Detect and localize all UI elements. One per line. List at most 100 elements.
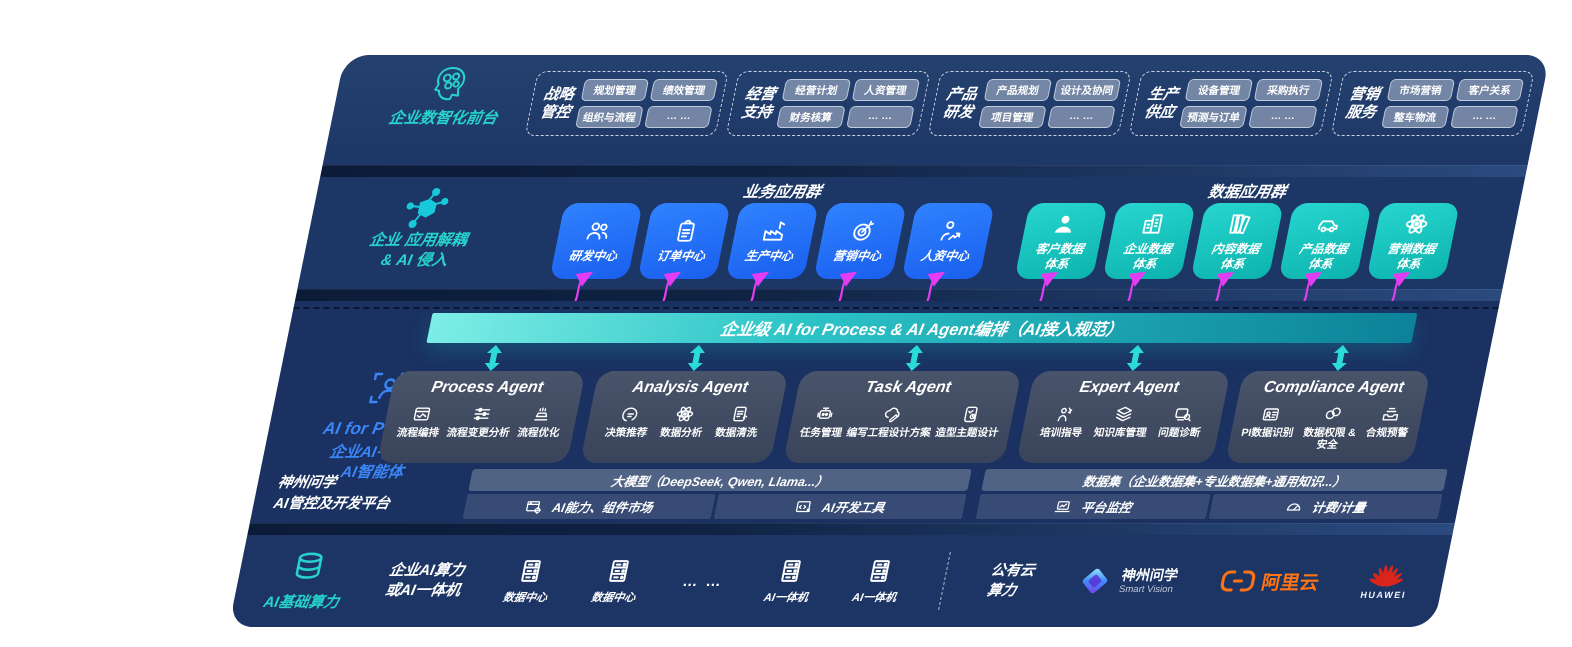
front-pill: 组织与流程: [575, 106, 644, 128]
huawei-flower-icon: [1369, 565, 1404, 587]
tile-customer-data: 客户数据体系: [1014, 203, 1108, 279]
agent-card-expert: Expert Agent 培训指导 知识库管理 问题诊断: [1015, 371, 1231, 463]
front-group-product: 产品 研发 产品规划 设计及协同 项目管理 … …: [927, 71, 1132, 136]
server-icon: [781, 560, 802, 582]
platform-label-2: AI管控及开发平台: [272, 496, 392, 513]
robot-icon: [816, 407, 833, 419]
tablet-check-icon: [963, 406, 978, 423]
database-icon: [295, 552, 323, 579]
platform-cell-ability: AI能力、组件市场: [462, 494, 716, 519]
team-icon: [586, 222, 608, 240]
front-pill: 项目管理: [977, 106, 1047, 128]
diagram-board: 企业数智化前台 战略 管控 规划管理 绩效管理 组织与流程 … … 经营 支持: [227, 54, 1552, 628]
optimize-icon: [534, 407, 548, 421]
front-group-strategy: 战略 管控 规划管理 绩效管理 组织与流程 … …: [524, 71, 730, 136]
training-icon: [1057, 407, 1073, 422]
compute-label-1: 企业AI算力: [387, 561, 467, 579]
front-pill: 人资管理: [851, 79, 920, 101]
tile-product-data: 产品数据体系: [1278, 203, 1372, 279]
double-arrow-icon: [1331, 345, 1349, 371]
front-pill: 规划管理: [580, 79, 650, 101]
ai-brain-icon: [434, 67, 466, 101]
tile-content-data: 内容数据体系: [1190, 203, 1284, 279]
tile-enterprise-data: 企业数据体系: [1102, 203, 1196, 279]
front-pill: 产品规划: [983, 79, 1053, 101]
atom-icon: [676, 406, 694, 422]
node-datacenter-1: 数据中心: [502, 557, 556, 605]
front-pill-more: … …: [1248, 106, 1318, 128]
business-group-title: 业务应用群: [741, 184, 823, 201]
user-icon: [1054, 215, 1071, 233]
window-gear-icon: [526, 500, 542, 514]
agent-card-task: Task Agent 任务管理 编写工程设计方案 造型主题设计: [782, 371, 1022, 463]
decision-head-icon: [622, 407, 638, 422]
front-pill: 客户关系: [1455, 79, 1525, 101]
laptop-chart-icon: [1055, 500, 1071, 512]
infra-layer-label: AI基础算力: [261, 594, 341, 611]
agent-card-process: Process Agent 流程编排 流程变更分析 流程优化: [376, 371, 586, 463]
double-arrow-icon: [905, 345, 923, 371]
infra-rail: AI基础算力: [262, 550, 350, 612]
ai-band-text: 企业级 AI for Process & AI Agent编排（AI接入规范）: [718, 321, 1125, 339]
id-card-icon: [1262, 408, 1280, 421]
code-icon: [796, 500, 812, 512]
building-icon: [1142, 214, 1163, 234]
compute-label-2: 或AI一体机: [383, 582, 463, 599]
front-layer: 企业数智化前台 战略 管控 规划管理 绩效管理 组织与流程 … … 经营 支持: [322, 55, 1550, 165]
node-datacenter-2: 数据中心: [590, 557, 644, 605]
data-group-title: 数据应用群: [1206, 184, 1288, 201]
front-pill-more: … …: [1449, 106, 1519, 128]
front-pill: 市场营销: [1386, 79, 1455, 101]
front-groups: 战略 管控 规划管理 绩效管理 组织与流程 … … 经营 支持 经营计划 人资管理 …: [524, 71, 1535, 136]
car-icon: [1317, 220, 1338, 233]
server-icon: [608, 560, 629, 582]
layer-edge: [294, 289, 1503, 301]
workflow-icon: [413, 407, 430, 421]
front-pill-more: … …: [644, 106, 714, 128]
front-pill: 绩效管理: [649, 79, 719, 101]
front-group-operation: 经营 支持 经营计划 人资管理 财务核算 … …: [725, 71, 931, 136]
tile-order-center: 订单中心: [637, 203, 731, 279]
person-growth-icon: [940, 221, 961, 241]
front-pill: 设计及协同: [1052, 79, 1122, 101]
layer-edge: [320, 165, 1528, 177]
factory-icon: [762, 221, 786, 241]
double-arrow-icon: [1126, 345, 1144, 371]
front-pill: 财务核算: [776, 106, 846, 128]
ai-layer: AI for Process 企业AI平台及 AI智能体 企业级 AI for …: [249, 301, 1500, 523]
agent-card-compliance: Compliance Agent PI数据识别 数据权限 & 安全 合规预警: [1224, 371, 1431, 463]
clipboard-icon: [677, 220, 695, 242]
front-pill-more: … …: [845, 106, 915, 128]
aliyun-logo: 阿里云: [1218, 568, 1322, 595]
atom-icon: [1405, 214, 1428, 234]
front-rail: 企业数智化前台: [352, 63, 543, 129]
double-arrow-icon: [484, 345, 502, 371]
tile-hr-center: 人资中心: [901, 203, 995, 279]
platform-label-1: 神州问学: [276, 475, 338, 491]
cloud-pen-icon: [884, 407, 900, 423]
double-arrow-icon: [687, 345, 705, 371]
dataset-bar: 数据集（企业数据集+专业数据集+通用知识...）: [981, 469, 1448, 491]
data-lock-icon: [1326, 407, 1342, 420]
platform-cell-billing: 计费/计量: [1208, 494, 1443, 519]
tile-marketing-center: 营销中心: [813, 203, 907, 279]
front-group-production: 生产 供应 设备管理 采购执行 预测与订单 … …: [1128, 71, 1334, 136]
diagnosis-icon: [1175, 408, 1191, 422]
front-pill: 预测与订单: [1179, 106, 1249, 128]
layer-edge: [247, 523, 1455, 535]
doc-clean-icon: [733, 406, 748, 422]
tile-marketing-data: 营销数据体系: [1366, 203, 1460, 279]
front-pill-more: … …: [1047, 106, 1116, 128]
front-pill: 设备管理: [1184, 79, 1254, 101]
node-ai-appliance-1: AI一体机: [762, 557, 816, 605]
apps-rail: 企业 应用解耦 & AI 侵入: [323, 187, 518, 271]
model-bar: 大模型（DeepSeek, Qwen, Llama...）: [468, 469, 972, 491]
infra-layer: AI基础算力 企业AI算力 或AI一体机 数据中心 数据中心 … … AI: [228, 535, 1453, 627]
smartvision-diamond-icon: [1082, 568, 1108, 594]
apps-layer-label-1: 企业 应用解耦: [367, 232, 469, 249]
front-pill: 经营计划: [782, 79, 851, 101]
platform-cell-monitor: 平台监控: [975, 494, 1211, 519]
front-pill: 整车物流: [1380, 106, 1450, 128]
apps-layer-label-2: & AI 侵入: [379, 252, 450, 270]
